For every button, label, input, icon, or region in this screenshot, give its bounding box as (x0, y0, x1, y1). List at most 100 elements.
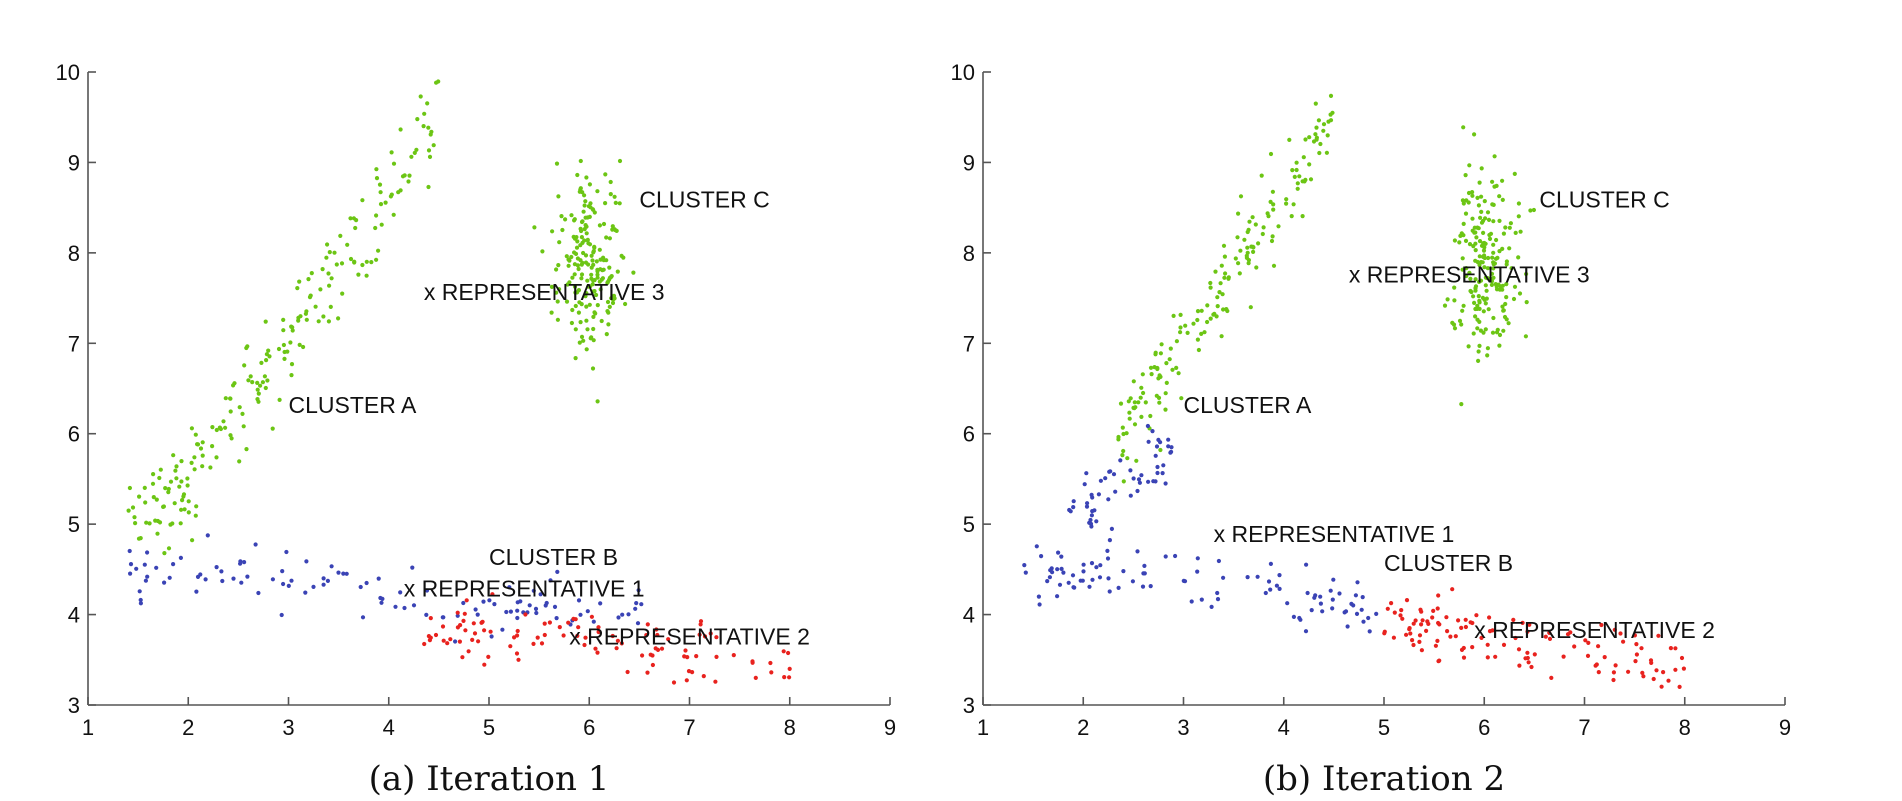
data-point (1484, 288, 1489, 293)
data-point (508, 644, 513, 649)
data-point (1477, 254, 1482, 259)
data-point (1464, 273, 1469, 279)
data-point (1481, 330, 1486, 335)
data-point (1235, 235, 1240, 240)
data-point (1633, 659, 1638, 664)
data-point (561, 633, 566, 638)
data-point (1337, 591, 1342, 596)
data-point (1297, 615, 1302, 621)
data-point (596, 629, 601, 635)
data-point (426, 634, 431, 639)
data-point (557, 240, 562, 245)
data-point (434, 80, 439, 85)
data-point (1071, 505, 1076, 510)
data-point (1490, 330, 1496, 335)
data-point (1059, 554, 1064, 559)
data-point (554, 616, 559, 621)
data-point (1242, 237, 1247, 242)
data-point (1478, 278, 1484, 283)
data-point (1309, 608, 1314, 613)
data-point (1512, 284, 1518, 289)
data-point (137, 494, 142, 499)
data-point (544, 600, 549, 606)
data-point (554, 290, 559, 295)
data-point (1482, 245, 1487, 250)
data-point (304, 317, 309, 322)
data-point (415, 117, 420, 122)
data-point (1141, 390, 1146, 396)
data-point (591, 338, 596, 343)
data-point (1459, 402, 1464, 407)
data-point (1487, 615, 1492, 620)
data-point (1221, 243, 1227, 248)
data-point (1255, 574, 1260, 579)
data-point (654, 627, 659, 632)
data-point (1136, 400, 1141, 405)
data-point (1245, 229, 1250, 235)
panel-iteration-1: 1 2 3 4 5 6 7 8 9 3 4 5 6 7 8 9 10 CLUSTER C x REPRESENTAT… (56, 60, 897, 799)
data-point (1483, 241, 1488, 246)
data-point (240, 411, 245, 416)
data-point (586, 284, 591, 289)
data-point (463, 628, 468, 633)
data-point (579, 276, 584, 281)
data-point (597, 279, 602, 284)
data-point (1516, 214, 1521, 219)
data-point (1456, 618, 1461, 623)
data-point (1353, 593, 1358, 598)
data-point (1498, 284, 1503, 289)
data-point (1167, 357, 1172, 362)
data-point (445, 641, 450, 646)
data-point (583, 260, 589, 265)
data-point (1473, 248, 1478, 253)
data-point (1215, 590, 1220, 596)
data-point (1503, 225, 1508, 230)
data-point (607, 236, 613, 241)
data-point (1460, 256, 1465, 261)
data-point (1082, 482, 1087, 487)
x-tick-label: 4 (383, 715, 395, 740)
data-point (1215, 597, 1221, 602)
data-point (576, 310, 582, 315)
data-point (1470, 193, 1475, 198)
data-point (388, 194, 393, 199)
data-point (1166, 437, 1171, 442)
data-point (1155, 470, 1160, 476)
data-point (1142, 571, 1147, 576)
data-point (1226, 275, 1231, 280)
data-point (321, 582, 326, 587)
data-point (534, 610, 539, 616)
data-point (1305, 590, 1310, 596)
data-point (354, 218, 359, 223)
data-point (1673, 646, 1678, 651)
data-point (412, 150, 417, 155)
data-point (1253, 222, 1258, 227)
data-point (1448, 634, 1453, 639)
data-point (256, 590, 261, 596)
data-point (605, 299, 611, 305)
data-point (410, 565, 415, 570)
data-point (786, 650, 791, 656)
data-point (461, 600, 466, 606)
data-point (592, 210, 597, 215)
data-point (1411, 642, 1416, 648)
data-point (1195, 337, 1200, 342)
data-point (1602, 655, 1607, 660)
data-point (1486, 307, 1491, 312)
data-point (1351, 603, 1356, 608)
data-point (1433, 643, 1438, 648)
data-point (200, 464, 205, 469)
data-point (255, 380, 260, 385)
data-point (1132, 406, 1137, 411)
data-point (194, 589, 199, 594)
data-point (1482, 265, 1487, 270)
data-point (578, 320, 583, 325)
y-tick-label: 10 (951, 60, 975, 85)
data-point (1490, 179, 1495, 184)
data-point (1479, 209, 1484, 214)
data-point (151, 495, 156, 500)
data-point (1325, 133, 1330, 138)
data-point (574, 245, 580, 250)
data-point (1155, 464, 1160, 470)
data-point (619, 641, 624, 646)
